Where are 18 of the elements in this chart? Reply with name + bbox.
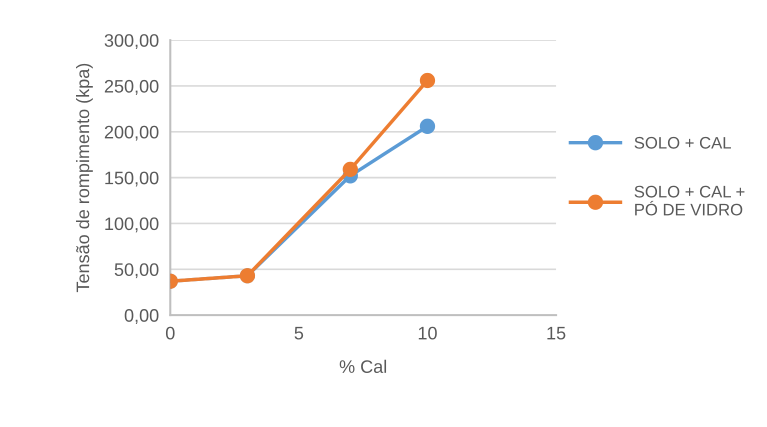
x-tick-label: 10 [418,326,437,340]
y-axis-title: Tensão de rompimento (kpa) [76,64,93,292]
point [420,118,436,134]
point [420,72,436,88]
y-tick-label: 0,00 [124,309,158,324]
x-tick-label: 0 [166,326,175,340]
y-tick-label: 150,00 [105,172,158,186]
x-tick-label: 15 [547,326,566,340]
y-tick-label: 50,00 [114,263,158,278]
y-tick-label: 100,00 [105,217,158,232]
point [342,162,358,178]
y-tick-label: 250,00 [104,80,158,95]
legend-label: SOLO + CAL + PÓ DE VIDRO [634,186,744,216]
y-tick-label: 300,00 [104,34,158,49]
x-axis-title: % Cal [340,360,386,373]
y-tick-label: 200,00 [104,126,158,141]
x-tick-label: 5 [294,326,304,340]
legend-label: SOLO + CAL [634,136,731,149]
